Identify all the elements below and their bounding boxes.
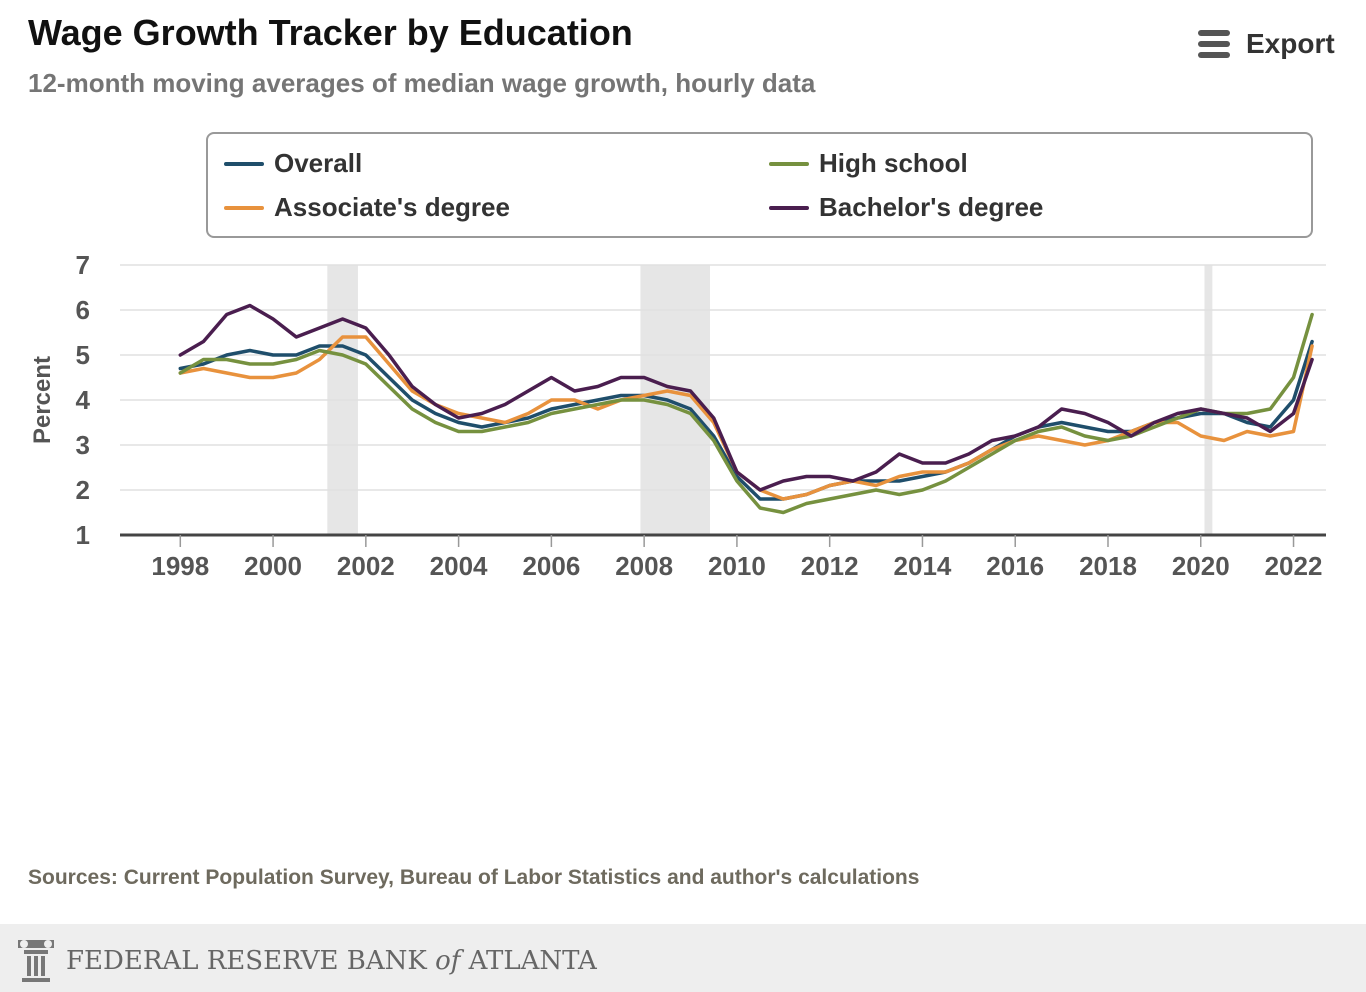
x-tick-label-2008: 2008 [615, 551, 673, 580]
fed-atlanta-wordmark: FEDERAL RESERVE BANK of ATLANTA [66, 946, 597, 976]
x-tick-label-2000: 2000 [244, 551, 302, 580]
legend-swatch-associates [224, 205, 264, 210]
wordmark-of: of [435, 946, 461, 976]
y-tick-label-7: 7 [76, 250, 90, 280]
x-tick-label-2014: 2014 [894, 551, 952, 580]
chart-subtitle: 12-month moving averages of median wage … [28, 68, 816, 98]
x-tick-label-2006: 2006 [522, 551, 580, 580]
hamburger-menu-icon[interactable] [1196, 28, 1232, 60]
export-button[interactable]: Export [1196, 24, 1335, 64]
chart-title: Wage Growth Tracker by Education [28, 12, 633, 53]
legend-label-high-school: High school [819, 148, 968, 178]
legend-item-overall[interactable]: Overall [224, 148, 362, 179]
x-tick-label-2010: 2010 [708, 551, 766, 580]
legend-label-overall: Overall [274, 148, 363, 178]
x-tick-label-2020: 2020 [1172, 551, 1230, 580]
wordmark-part-2: ATLANTA [468, 946, 597, 976]
legend-item-high-school[interactable]: High school [769, 148, 968, 179]
x-tick-label-2004: 2004 [430, 551, 488, 580]
x-tick-label-2022: 2022 [1265, 551, 1323, 580]
footer-bar: FEDERAL RESERVE BANK of ATLANTA [0, 924, 1366, 992]
fed-atlanta-column-logo-icon [18, 940, 54, 982]
legend-label-bachelors: Bachelor's degree [819, 192, 1044, 222]
x-tick-label-2018: 2018 [1079, 551, 1137, 580]
series-line-bachelors-degree [178, 303, 1314, 492]
legend-item-bachelors[interactable]: Bachelor's degree [769, 192, 1043, 223]
legend-item-associates[interactable]: Associate's degree [224, 192, 510, 223]
x-tick-label-2012: 2012 [801, 551, 859, 580]
y-tick-label-3: 3 [76, 430, 90, 460]
y-tick-label-1: 1 [76, 520, 90, 550]
legend-label-associates: Associate's degree [274, 192, 510, 222]
export-label: Export [1246, 28, 1335, 59]
wordmark-part-1: FEDERAL RESERVE BANK [66, 946, 427, 976]
y-tick-label-2: 2 [76, 475, 90, 505]
sources-note: Sources: Current Population Survey, Bure… [28, 866, 920, 889]
y-tick-label-5: 5 [76, 340, 90, 370]
x-tick-label-2002: 2002 [337, 551, 395, 580]
y-tick-label-6: 6 [76, 295, 90, 325]
legend-swatch-bachelors [769, 205, 809, 210]
legend-swatch-high-school [769, 161, 809, 166]
x-tick-label-1998: 1998 [151, 551, 209, 580]
line-chart: 1 2 3 4 5 6 7 1998 2000 2002 2004 2006 2008 2010 2012 2… [29, 250, 1326, 580]
legend-swatch-overall [224, 161, 264, 166]
y-axis-title: Percent [29, 356, 56, 444]
x-tick-label-2016: 2016 [986, 551, 1044, 580]
chart-legend: Overall High school Associate's degree B… [206, 132, 1313, 238]
series-line-high-school [178, 312, 1314, 515]
y-tick-label-4: 4 [76, 385, 91, 415]
